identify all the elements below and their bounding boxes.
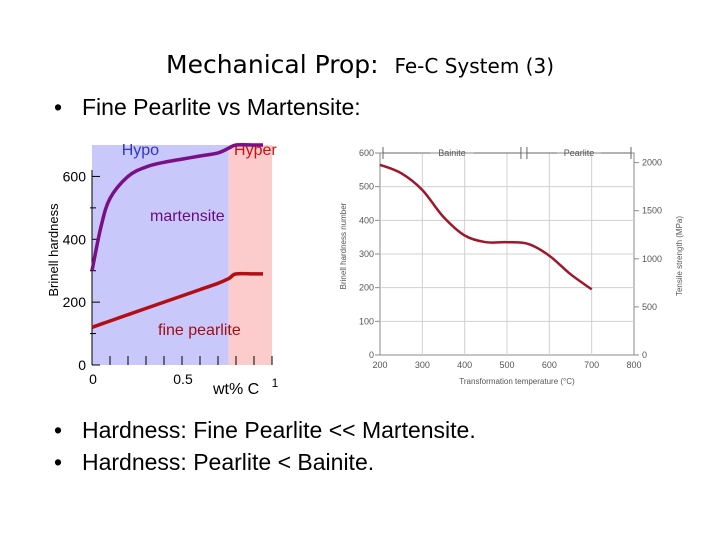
y-tick-label: 0 xyxy=(369,350,374,360)
region-hyper xyxy=(228,145,272,365)
title-sub: Fe-C System (3) xyxy=(394,54,554,78)
x-tick-label: 400 xyxy=(457,360,472,370)
series-line-fine-pearlite xyxy=(91,271,263,329)
y-tick-label: 400 xyxy=(359,215,374,225)
y-axis-label: Brinell hardness xyxy=(46,203,61,297)
y-tick-label: 300 xyxy=(359,249,374,259)
series-line-martensite xyxy=(90,143,263,272)
bullet-bottom-1: • Hardness: Fine Pearlite << Martensite. xyxy=(54,417,476,444)
y-tick-label: 0 xyxy=(78,357,86,373)
y2-tick-label: 500 xyxy=(642,302,657,312)
x-tick-label: 0.5 xyxy=(173,371,193,387)
x-axis-label: Transformation temperature (°C) xyxy=(459,377,575,386)
bullet-bottom-1-text: Hardness: Fine Pearlite << Martensite. xyxy=(82,417,476,443)
x-tick-label: 500 xyxy=(499,360,514,370)
bullet-bottom-2: • Hardness: Pearlite < Bainite. xyxy=(54,449,374,476)
x-tick-label: 0 xyxy=(89,371,97,387)
y-tick-label: 100 xyxy=(359,316,374,326)
x-tick-label: 700 xyxy=(584,360,599,370)
y-tick-label: 200 xyxy=(63,294,87,310)
y-axis-label: Brinell hardness number xyxy=(339,202,348,289)
bullet-top-text: Fine Pearlite vs Martensite: xyxy=(82,94,361,120)
y2-axis-label: Tensile strength (MPa) xyxy=(675,216,684,296)
bullet-bottom-2-text: Hardness: Pearlite < Bainite. xyxy=(82,449,375,475)
y2-tick-label: 1500 xyxy=(642,206,662,216)
x-tick-label: 300 xyxy=(415,360,430,370)
y2-tick-label: 2000 xyxy=(642,158,662,168)
region-label-hypo: Hypo xyxy=(122,142,159,159)
slide-title: Mechanical Prop: Fe-C System (3) xyxy=(0,50,720,79)
bullet-dot-icon: • xyxy=(54,94,63,120)
x-tick-label: 800 xyxy=(626,360,641,370)
title-main: Mechanical Prop: xyxy=(166,50,379,79)
y-tick-label: 500 xyxy=(359,182,374,192)
x-tick-label: 200 xyxy=(372,360,387,370)
x-tick-label: 1 xyxy=(272,376,279,390)
band-label-pearlite: Pearlite xyxy=(564,148,595,158)
bullet-dot-icon: • xyxy=(54,449,63,475)
x-axis-label: wt% C xyxy=(212,381,259,398)
y2-tick-label: 0 xyxy=(642,350,647,360)
series-line-hardness xyxy=(379,163,593,291)
y-tick-label: 600 xyxy=(63,168,87,184)
series-label-fine-pearlite: fine pearlite xyxy=(158,322,241,339)
bullet-top: • Fine Pearlite vs Martensite: xyxy=(54,94,361,121)
bullet-dot-icon: • xyxy=(54,417,63,443)
y-tick-label: 600 xyxy=(359,148,374,158)
y2-tick-label: 1000 xyxy=(642,254,662,264)
y-tick-label: 400 xyxy=(63,231,87,247)
y-tick-label: 200 xyxy=(359,283,374,293)
band-label-bainite: Bainite xyxy=(438,148,466,158)
region-hypo xyxy=(92,145,229,365)
x-tick-label: 600 xyxy=(542,360,557,370)
series-label-martensite: martensite xyxy=(150,208,225,225)
